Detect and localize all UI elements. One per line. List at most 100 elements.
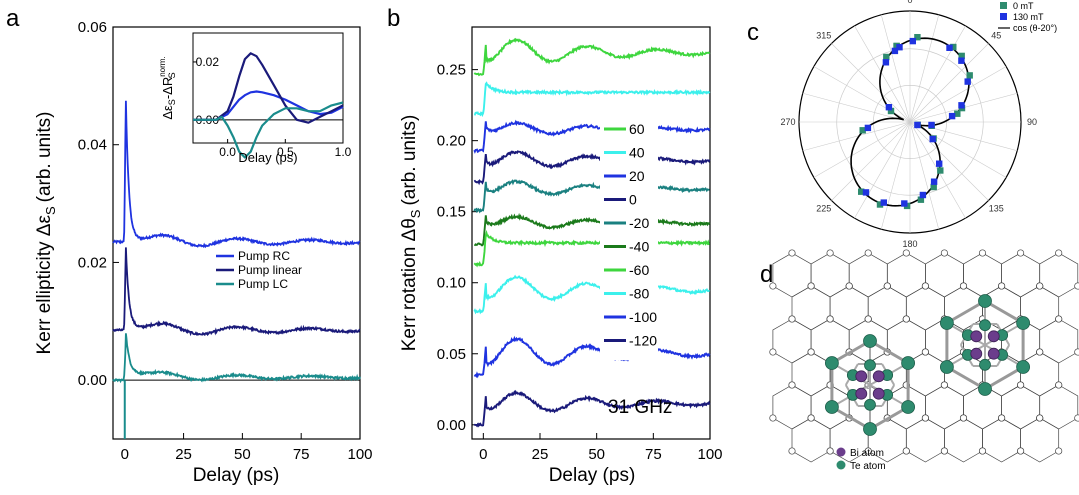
- panel-a-ytick-label: 0.06: [78, 19, 107, 36]
- lattice-node: [864, 315, 872, 323]
- polar-grid-spoke: [909, 121, 940, 230]
- crystal-cluster: [939, 294, 1031, 396]
- panel-b-legend-label: -40: [629, 239, 649, 255]
- polar-data-point: [958, 52, 965, 60]
- panel-a-chart: 0 25 50 75 100 0.00 0.02 0.04 0.06 Delay (ps) Ke…: [34, 19, 373, 486]
- panel-a-xtick-label: 50: [234, 446, 251, 463]
- polar-data-point: [929, 135, 936, 143]
- polar-grid-spoke: [880, 121, 911, 230]
- svg-text:Kerr rotation ΔθS(arb. units): Kerr rotation ΔθS (arb. units): [399, 115, 423, 352]
- panel-a-ytick-label: 0.02: [78, 254, 107, 271]
- panel-a-legend-label: Pump LC: [238, 277, 288, 291]
- panel-a-ylabel-unit: (arb. units): [34, 112, 55, 203]
- lattice-node: [1055, 315, 1063, 323]
- inset-ylabel-a: Δε: [160, 105, 175, 120]
- lattice-node: [826, 249, 834, 257]
- lattice-node: [921, 348, 929, 356]
- panel-b-legend-label: -80: [629, 286, 649, 302]
- polar-data-point: [880, 199, 887, 206]
- polar-data-point: [936, 160, 943, 167]
- te-atom: [979, 319, 991, 332]
- lattice-hexagon: [791, 285, 831, 331]
- polar-grid-spoke: [854, 25, 911, 123]
- polar-grid-spoke: [909, 25, 966, 123]
- panel-b-series-line: [473, 37, 711, 77]
- te-atom: [824, 356, 839, 370]
- panel-b-legend-label: 20: [629, 168, 645, 184]
- polar-angle-label: 0: [907, 0, 912, 5]
- lattice-node: [1036, 348, 1044, 356]
- lattice-hexagon: [925, 384, 964, 430]
- polar-data-point: [917, 196, 925, 203]
- lattice-hexagon: [905, 417, 945, 463]
- panel-a-ylabel: Kerr ellipticity ΔεS (arb. units): [34, 112, 58, 355]
- polar-data-point: [901, 200, 908, 207]
- panel-a-series-line: [112, 333, 361, 384]
- lattice-hexagon: [829, 285, 869, 331]
- panel-label-a: a: [6, 5, 20, 32]
- lattice-node: [769, 348, 777, 356]
- polar-grid-spoke: [831, 43, 911, 123]
- lattice-hexagon: [905, 285, 945, 331]
- polar-grid-spoke: [854, 121, 911, 219]
- polar-data-point: [885, 104, 893, 111]
- panel-label-d: d: [760, 261, 773, 288]
- polar-legend-swatch-1: [1000, 13, 1007, 20]
- cluster-bond: [831, 405, 871, 431]
- lattice-node: [769, 282, 777, 290]
- panel-b-xtick-label: 100: [697, 446, 722, 463]
- lattice-hexagon: [848, 252, 888, 298]
- lattice-node: [998, 414, 1006, 422]
- polar-data-point: [930, 183, 937, 191]
- panel-b-ylabel-unit: (arb. units): [399, 115, 420, 206]
- polar-data-point: [862, 189, 870, 196]
- te-atom: [864, 359, 876, 372]
- cluster-bond: [984, 299, 1024, 325]
- lattice-node: [921, 414, 929, 422]
- panel-b-series-line: [473, 274, 711, 315]
- panel-b-legend-label: 0: [629, 192, 637, 208]
- inset-series-line: [193, 101, 344, 159]
- lattice-node: [959, 282, 968, 290]
- lattice-hexagon: [1020, 351, 1060, 397]
- lattice-node: [1055, 447, 1063, 455]
- te-atom: [863, 422, 877, 436]
- panel-b-ylabel: Kerr rotation ΔθS (arb. units): [399, 115, 423, 352]
- lattice-node: [921, 282, 929, 290]
- cluster-bond: [869, 339, 909, 365]
- lattice-node: [826, 447, 834, 455]
- polar-data-point: [883, 53, 890, 61]
- polar-grid-spoke: [802, 121, 911, 152]
- lattice-hexagon: [1001, 252, 1041, 298]
- polar-legend-label: cos (θ-20°): [1013, 23, 1057, 33]
- polar-legend-swatch-0: [1000, 2, 1007, 9]
- cluster-bond: [946, 299, 986, 325]
- te-atom: [901, 400, 916, 414]
- lattice-hexagon: [982, 417, 1021, 463]
- te-atom: [863, 334, 877, 348]
- polar-data-point: [958, 102, 965, 109]
- panel-a-ytick-label: 0.00: [78, 372, 107, 389]
- panel-a-xtick-label: 25: [175, 446, 192, 463]
- panel-b-frequency-annotation: 31 GHz: [608, 397, 672, 418]
- lattice-hexagon: [925, 252, 964, 298]
- polar-legend-label: 0 mT: [1013, 1, 1034, 11]
- te-atom: [1016, 316, 1031, 330]
- panel-b-series-line: [473, 335, 711, 379]
- lattice-node: [883, 282, 891, 290]
- lattice-node: [940, 447, 948, 455]
- panel-b-series-line: [473, 81, 711, 118]
- polar-data-point: [930, 178, 938, 185]
- lattice-node: [1055, 249, 1063, 257]
- te-atom: [979, 358, 991, 371]
- panel-b-legend-label: 60: [629, 121, 645, 137]
- panel-a-series-line: [112, 247, 361, 337]
- lattice-hexagon: [772, 318, 812, 364]
- polar-angle-label: 315: [816, 31, 831, 41]
- bi-atom: [872, 387, 885, 400]
- polar-data-point: [919, 191, 927, 199]
- lattice-node: [902, 249, 910, 257]
- inset-ylabel-sub2: S: [167, 72, 177, 78]
- lattice-node: [864, 249, 872, 257]
